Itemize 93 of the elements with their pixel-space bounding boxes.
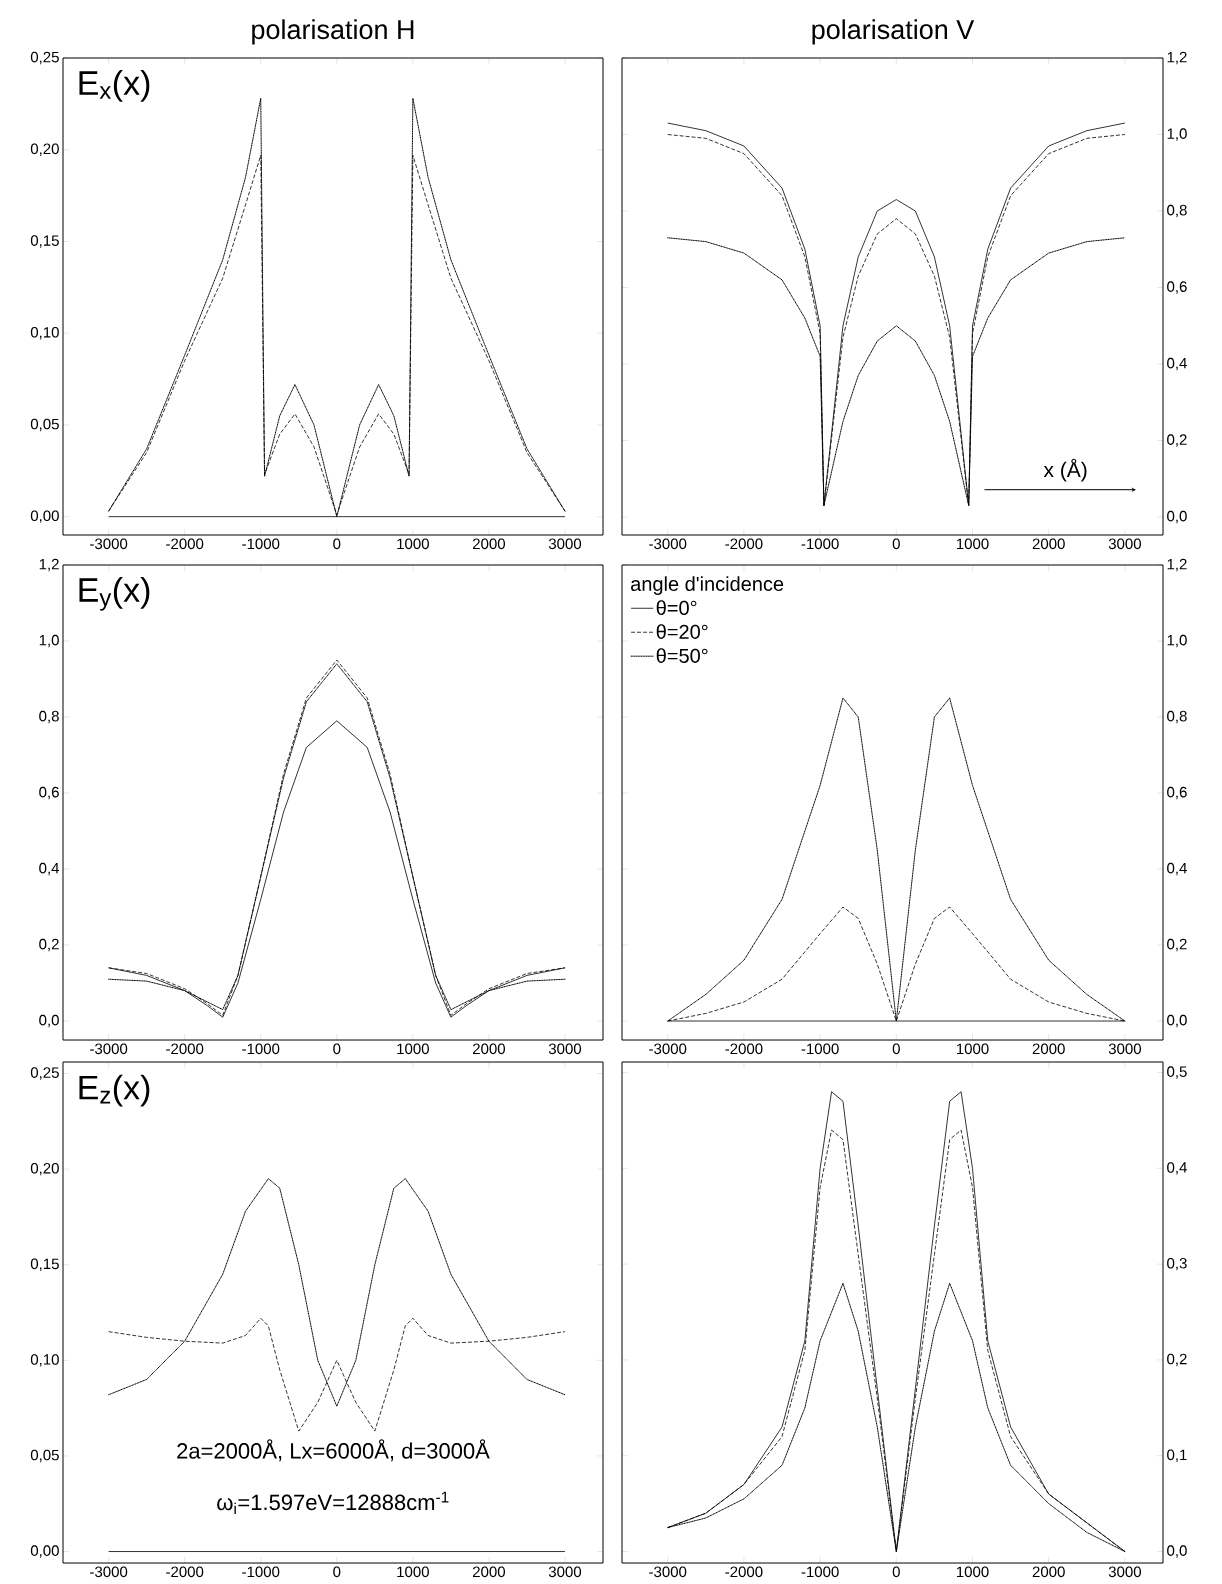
- y2-tick-label: 0,2: [1167, 1353, 1187, 1367]
- chart-title: polarisation H: [252, 19, 414, 45]
- y2-tick-label: 1,2: [1167, 51, 1187, 65]
- x-tick-label: 3000: [1108, 1043, 1141, 1055]
- x-tick-label: -3000: [90, 538, 128, 550]
- x-tick-label: -2000: [725, 538, 763, 550]
- y2-tick-label: 0,2: [1167, 938, 1187, 952]
- x-tick-label: 2000: [472, 538, 506, 550]
- x-tick-label: 2000: [1032, 1566, 1065, 1578]
- y2-tick-label: 0,8: [1167, 710, 1187, 724]
- x-tick-label: -1000: [242, 538, 280, 550]
- y-tick-label: 1,0: [39, 634, 59, 648]
- annotation: E$_{x}$(x): [79, 70, 150, 102]
- legend-title: angle d'incidence: [631, 576, 784, 595]
- x-tick-label: -2000: [725, 1566, 763, 1578]
- x-tick-label: -1000: [801, 538, 839, 550]
- x-tick-label: -3000: [649, 1566, 687, 1578]
- annotation: E$_{z}$(x): [79, 1074, 150, 1107]
- x-tick-label: 3000: [548, 1566, 582, 1578]
- y2-tick-label: 0,4: [1167, 1162, 1187, 1175]
- x-tick-label: -2000: [166, 1043, 204, 1055]
- x-tick-label: -2000: [166, 1566, 204, 1578]
- y-tick-label: 0,15: [30, 235, 59, 248]
- x-tick-label: 0: [333, 538, 341, 550]
- y2-tick-label: 0,5: [1167, 1066, 1187, 1079]
- x-tick-label: -1000: [801, 1566, 839, 1578]
- x-tick-label: 1000: [397, 1566, 429, 1578]
- y-tick-label: 0,00: [30, 1545, 59, 1558]
- x-tick-label: -2000: [725, 1043, 763, 1055]
- x-tick-label: -3000: [90, 1566, 128, 1578]
- x-tick-label: 1000: [956, 1566, 989, 1578]
- y-tick-label: 0,6: [39, 786, 59, 800]
- y2-tick-label: 1,2: [1167, 558, 1187, 572]
- x-tick-label: -1000: [242, 1566, 280, 1578]
- chart-title: polarisation V: [812, 19, 975, 45]
- y-tick-label: 0,00: [30, 510, 59, 523]
- y-tick-label: 0,05: [30, 418, 59, 432]
- x-tick-label: 3000: [1108, 1566, 1141, 1578]
- y2-tick-label: 0,0: [1167, 1545, 1187, 1558]
- y2-tick-label: 1,0: [1167, 634, 1187, 648]
- x-axis-title: x (Å): [1043, 458, 1087, 482]
- x-tick-label: 1000: [956, 1043, 989, 1055]
- x-tick-label: 3000: [1108, 538, 1141, 550]
- x-tick-label: -3000: [90, 1043, 128, 1055]
- x-tick-label: 2000: [472, 1566, 506, 1578]
- legend-label: θ=50°: [656, 648, 708, 663]
- x-tick-label: 0: [892, 1043, 900, 1055]
- y-tick-label: 0,8: [39, 710, 59, 724]
- x-tick-label: 1000: [956, 538, 989, 550]
- x-tick-label: 2000: [472, 1043, 506, 1055]
- y-tick-label: 0,4: [39, 862, 60, 876]
- x-tick-label: 1000: [397, 538, 429, 550]
- x-tick-label: 2000: [1032, 538, 1065, 550]
- y2-tick-label: 0,4: [1167, 357, 1187, 371]
- x-tick-label: -3000: [649, 1043, 687, 1055]
- y-tick-label: 0,10: [30, 1354, 59, 1367]
- y-tick-label: 0,20: [30, 143, 59, 156]
- y-tick-label: 0,25: [30, 51, 59, 65]
- x-tick-label: -2000: [166, 538, 204, 550]
- annotation: 2a=2000Å, Lx=6000Å, d=3000Å: [177, 1439, 490, 1462]
- y-tick-label: 1,2: [39, 558, 59, 572]
- y-tick-label: 0,20: [30, 1162, 59, 1176]
- x-tick-label: 0: [333, 1043, 341, 1055]
- y-tick-label: 0,25: [30, 1067, 59, 1080]
- x-tick-label: 0: [892, 1566, 900, 1578]
- x-tick-label: 3000: [548, 1043, 582, 1055]
- y2-tick-label: 0,1: [1167, 1449, 1187, 1462]
- legend-label: θ=20°: [656, 624, 708, 639]
- y2-tick-label: 0,2: [1167, 434, 1187, 447]
- x-tick-label: 0: [892, 538, 900, 550]
- y-tick-label: 0,0: [39, 1014, 59, 1028]
- y2-tick-label: 0,8: [1167, 204, 1187, 218]
- annotation: E$_{y}$(x): [79, 577, 150, 611]
- y2-tick-label: 0,4: [1167, 862, 1187, 876]
- y2-tick-label: 0,0: [1167, 1014, 1187, 1028]
- y2-tick-label: 0,6: [1167, 281, 1187, 294]
- y-tick-label: 0,05: [30, 1449, 59, 1463]
- x-tick-label: -1000: [242, 1043, 280, 1055]
- legend-label: θ=0°: [656, 600, 697, 615]
- x-tick-label: 2000: [1032, 1043, 1065, 1055]
- x-tick-label: 0: [333, 1566, 341, 1578]
- y2-tick-label: 0,3: [1167, 1257, 1187, 1271]
- y-tick-label: 0,15: [30, 1258, 59, 1271]
- y2-tick-label: 0,0: [1167, 510, 1187, 524]
- x-tick-label: 3000: [548, 538, 582, 550]
- x-tick-label: -3000: [649, 538, 687, 550]
- y-tick-label: 0,2: [39, 938, 59, 952]
- x-tick-label: 1000: [397, 1043, 429, 1055]
- y2-tick-label: 1,0: [1167, 128, 1187, 141]
- y2-tick-label: 0,6: [1167, 786, 1187, 800]
- y-tick-label: 0,10: [30, 327, 59, 340]
- x-tick-label: -1000: [801, 1043, 839, 1055]
- annotation: ω$_{i}$=1.597eV=12888cm$^{-1}$: [217, 1491, 449, 1514]
